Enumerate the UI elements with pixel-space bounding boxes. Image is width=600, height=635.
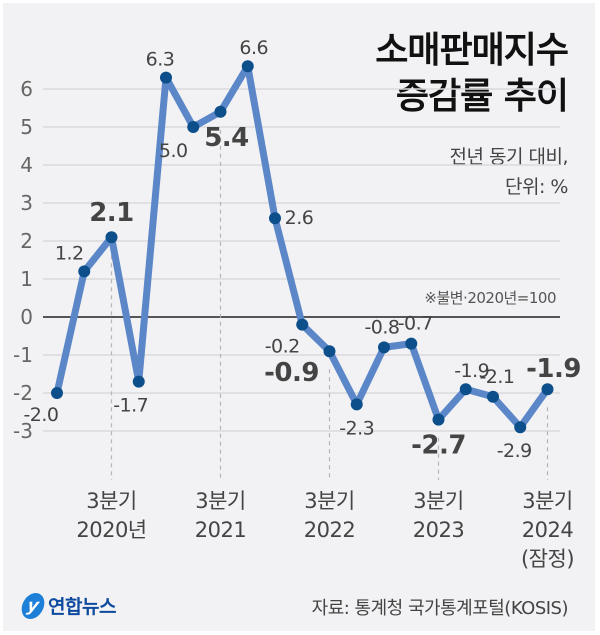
data-label: -0.7	[398, 313, 433, 335]
y-tick-label: 3	[20, 191, 33, 215]
data-point	[323, 345, 336, 358]
subtitle-line-2: 단위: %	[505, 176, 568, 198]
x-guide-lines	[110, 129, 549, 480]
x-label-year: 2022	[304, 518, 355, 542]
x-label-provisional: (잠정)	[521, 547, 574, 571]
y-tick-label: -3	[13, 419, 33, 443]
data-point	[105, 231, 118, 244]
x-label-quarter: 3분기	[522, 489, 573, 513]
title-line-2: 증감률 추이	[395, 76, 569, 117]
data-point	[541, 383, 554, 396]
y-tick-label: -1	[13, 343, 33, 367]
data-point	[241, 60, 254, 73]
data-label: -1.9	[526, 354, 581, 384]
data-labels: -2.0 1.22.1 -1.7 6.3 5.0 5.4 6.6 2.6 -0.2-0.9 -2.…	[23, 37, 581, 462]
data-point	[350, 398, 363, 411]
data-point	[487, 390, 499, 403]
data-point	[459, 383, 472, 396]
base-note: ※불변·2020년=100	[424, 289, 556, 307]
data-point	[51, 387, 63, 399]
x-label-year: 2020년	[76, 518, 146, 542]
data-label: -0.8	[364, 316, 399, 338]
data-label: 2.6	[285, 207, 314, 229]
data-label: -2.3	[339, 417, 374, 439]
data-point	[214, 105, 227, 118]
x-label-year: 2024	[522, 518, 574, 542]
data-point	[160, 71, 172, 84]
data-point	[432, 413, 445, 426]
data-label: 1.2	[55, 242, 84, 264]
chart-subtitle: 전년 동기 대비, 단위: %	[450, 142, 569, 202]
data-label: -2.0	[23, 404, 58, 426]
data-point	[296, 318, 309, 331]
y-tick-label: 2	[20, 229, 33, 253]
data-point	[378, 341, 390, 354]
y-tick-label: 4	[20, 153, 33, 177]
chart-title: 소매판매지수 증감률 추이	[375, 28, 569, 120]
data-label: 6.6	[239, 37, 268, 59]
data-point	[187, 121, 200, 133]
y-axis-ticks: 6 5 4 3 2 1 0 -1 -2 -3	[13, 77, 33, 443]
title-line-1: 소매판매지수	[375, 30, 569, 71]
data-point	[269, 212, 281, 225]
data-label: 6.3	[146, 49, 175, 71]
x-label-quarter: 3분기	[304, 489, 355, 513]
data-label: -2.7	[411, 431, 466, 461]
data-label: -0.9	[264, 358, 319, 388]
x-label-year: 2021	[195, 518, 246, 542]
data-point	[78, 265, 91, 278]
data-point	[132, 375, 145, 388]
data-label: 2.1	[89, 198, 134, 228]
data-label: -1.9	[454, 360, 489, 382]
y-tick-label: 6	[20, 77, 33, 101]
y-tick-label: -2	[13, 381, 33, 405]
data-label: 5.0	[159, 140, 188, 162]
subtitle-line-1: 전년 동기 대비,	[449, 146, 569, 168]
y-tick-label: 0	[20, 305, 33, 329]
data-label: -0.2	[265, 336, 300, 358]
data-point	[514, 421, 527, 434]
data-label: 5.4	[204, 123, 249, 153]
data-label: -1.7	[113, 395, 148, 417]
data-label: -2.9	[497, 440, 532, 462]
x-label-quarter: 3분기	[413, 489, 464, 513]
x-label-quarter: 3분기	[86, 489, 137, 513]
data-point	[405, 337, 418, 350]
x-label-year: 2023	[413, 518, 464, 542]
y-tick-label: 1	[20, 267, 33, 291]
x-axis-labels: 3분기 2020년 3분기 2021 3분기 2022 3분기 2023 3분기 2024 (잠정)	[76, 489, 574, 571]
data-label: -2.1	[479, 366, 514, 388]
gridlines	[43, 88, 560, 432]
source-note: 자료: 통계청 국가통계포털(KOSIS)	[311, 598, 569, 619]
data-markers	[51, 60, 554, 434]
logo-text: 연합뉴스	[48, 596, 116, 618]
yonhap-logo-icon: y	[19, 592, 47, 619]
x-label-quarter: 3분기	[195, 489, 246, 513]
yonhap-logo: y 연합뉴스	[19, 592, 116, 619]
y-tick-label: 5	[20, 115, 33, 139]
